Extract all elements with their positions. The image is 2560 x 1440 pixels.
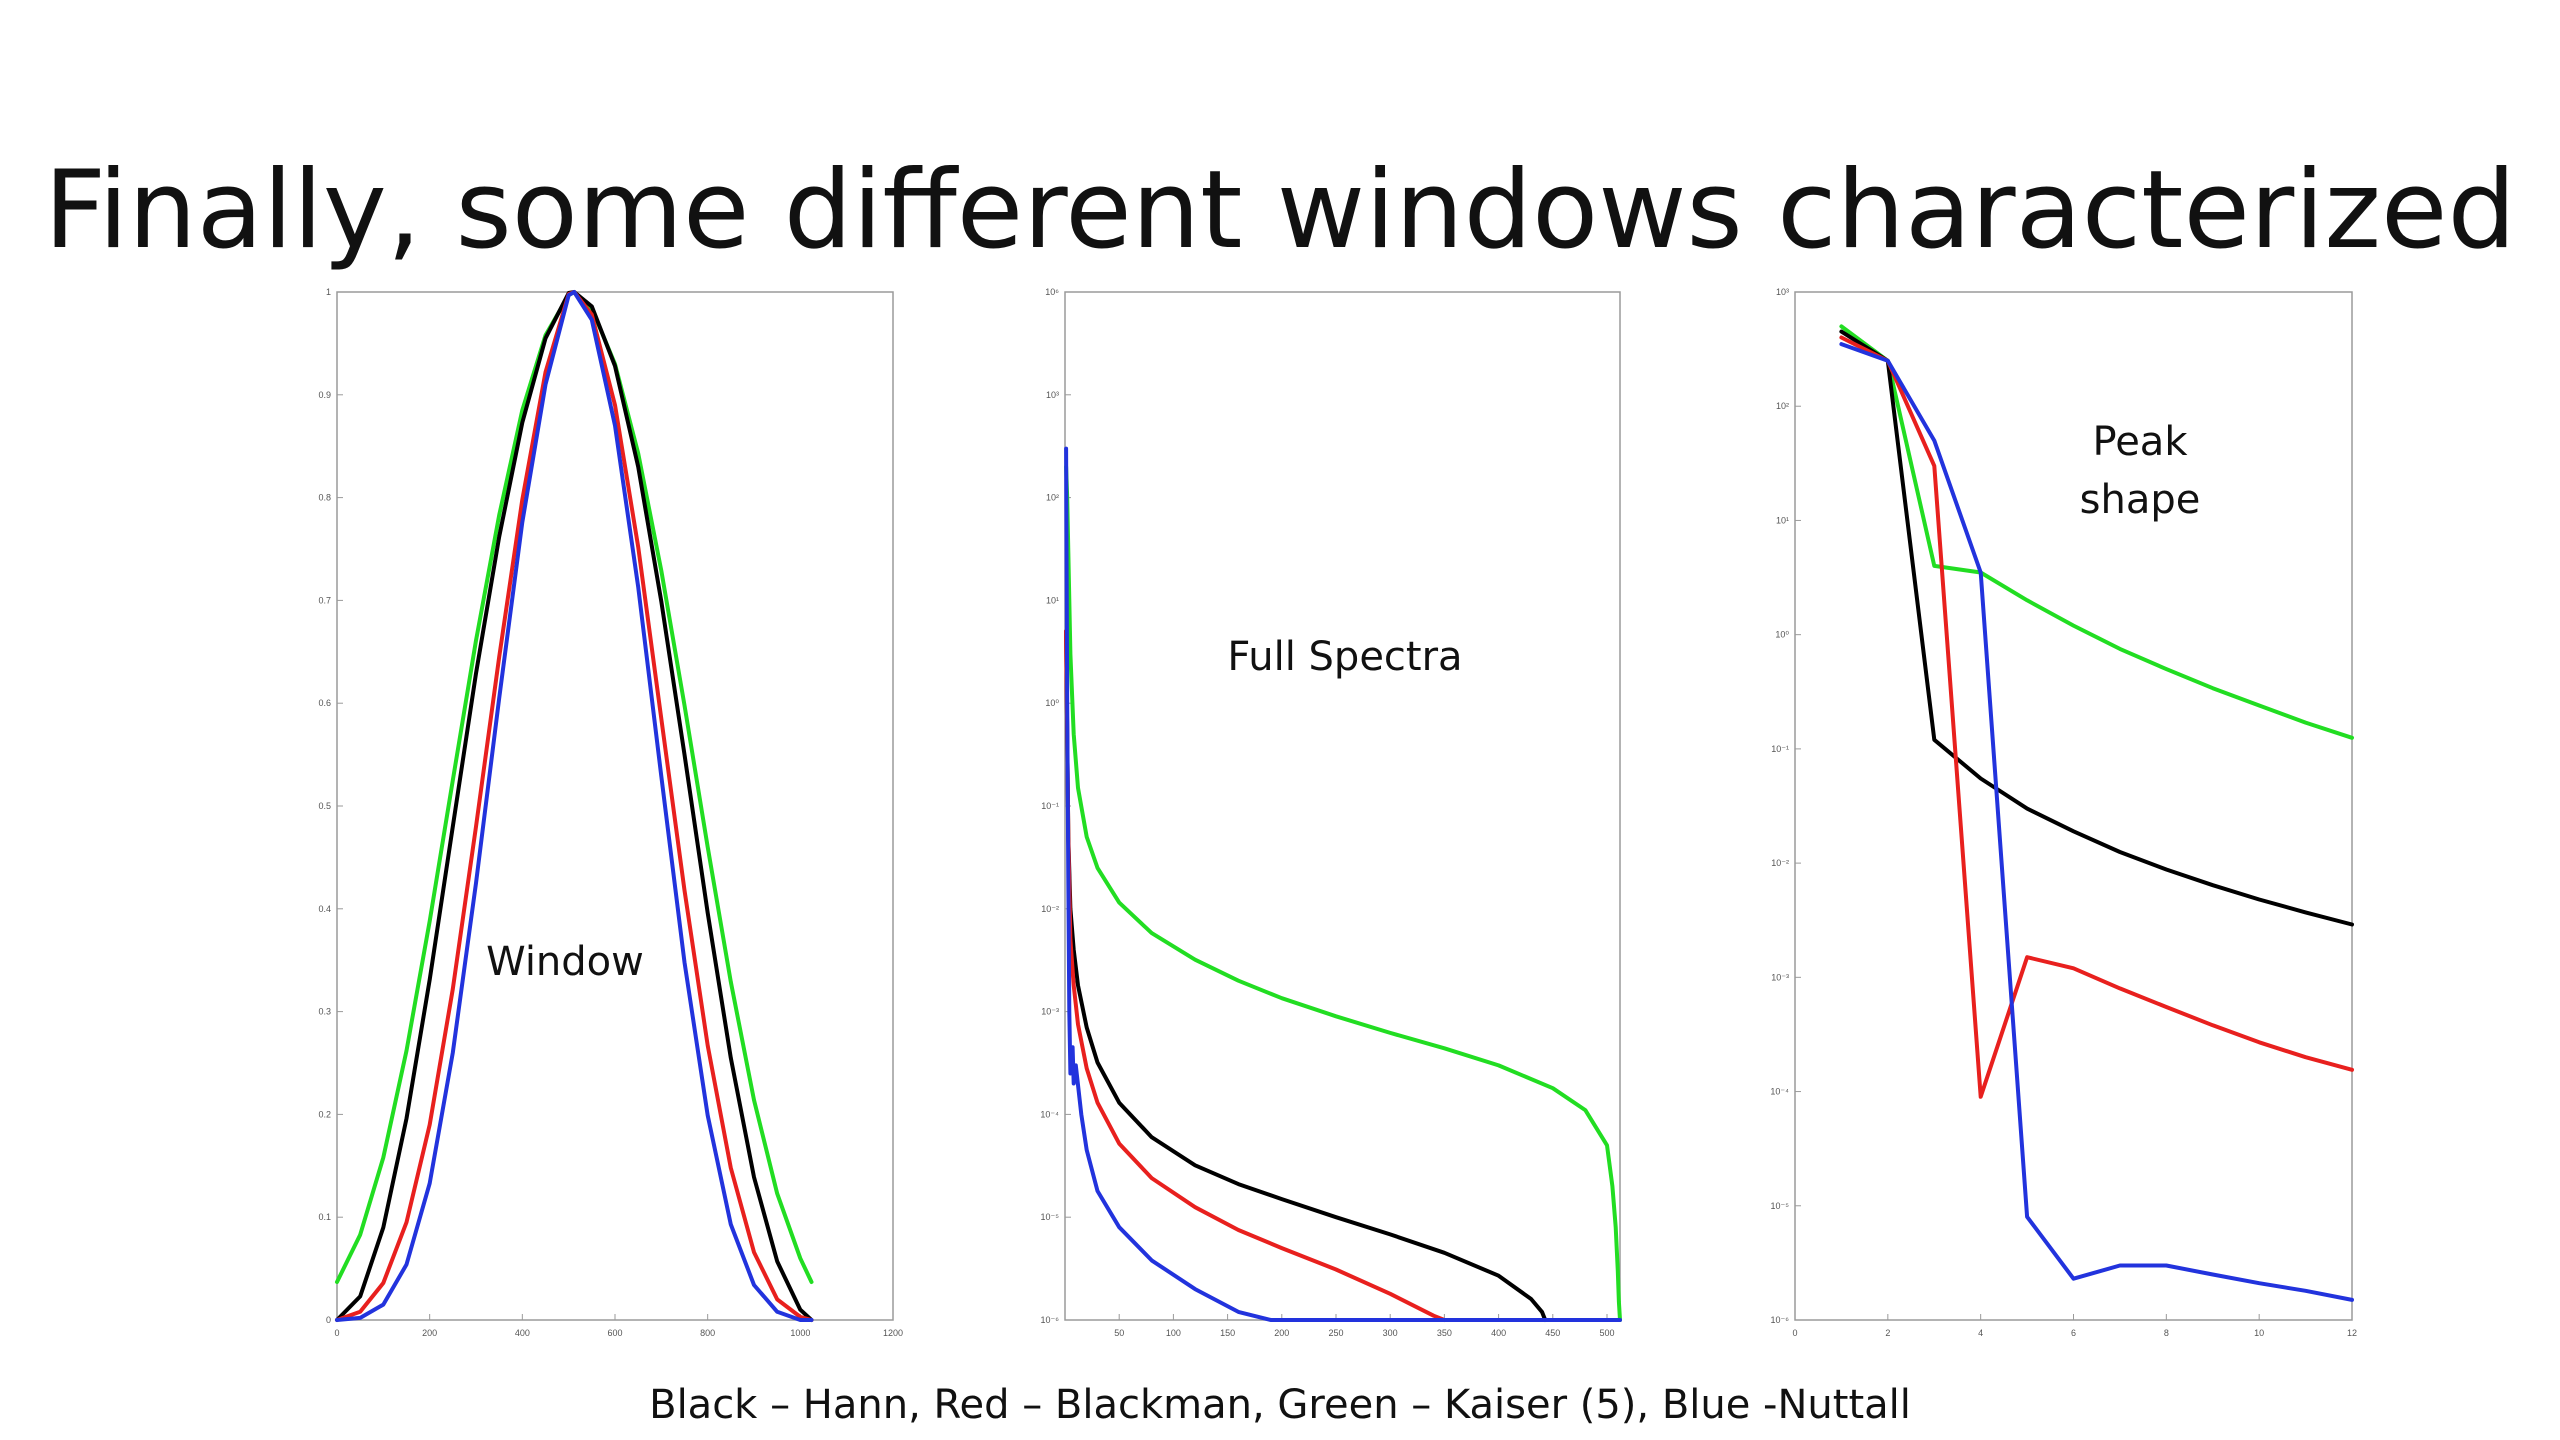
- x-tick-label: 400: [515, 1328, 530, 1338]
- axes-frame: [1794, 291, 2353, 1321]
- axes-frame: [1064, 291, 1621, 1321]
- slide-title: Finally, some different windows characte…: [43, 148, 2517, 273]
- y-tick-label: 10²: [1776, 401, 1789, 411]
- y-tick-label: 10⁻⁵: [1041, 1212, 1060, 1222]
- series-line-blackman: [1064, 629, 1447, 1322]
- y-tick-label: 0: [326, 1315, 331, 1325]
- full-spectra-chart: 50 100 150 200 250 300 350 400 450 500 10⁶ 10³ 10² 10…: [1040, 287, 1622, 1338]
- series-line-kaiser: [1064, 464, 1622, 1322]
- y-tick-label: 10⁻⁵: [1771, 1201, 1790, 1211]
- series-line-blackman: [1839, 335, 2354, 1099]
- y-tick-label: 0.3: [318, 1007, 331, 1017]
- y-tick-label: 10⁻¹: [1041, 801, 1059, 811]
- x-tick-label: 0: [1792, 1328, 1797, 1338]
- series-line-blackman: [335, 290, 814, 1322]
- series-line-hann: [1064, 629, 1548, 1322]
- y-tick-label: 10³: [1776, 287, 1789, 297]
- x-tick-label: 4: [1978, 1328, 1983, 1338]
- y-tick-label: 0.6: [318, 698, 331, 708]
- y-tick-label: 0.1: [318, 1212, 331, 1222]
- y-tick-label: 0.7: [318, 595, 331, 605]
- x-tick-label: 200: [422, 1328, 437, 1338]
- x-tick-label: 0: [334, 1328, 339, 1338]
- series-line-hann: [335, 290, 814, 1322]
- series-line-nuttall: [1839, 342, 2354, 1302]
- y-tick-label: 10⁻²: [1041, 904, 1059, 914]
- x-tick-label: 400: [1491, 1328, 1506, 1338]
- x-tick-label: 8: [2164, 1328, 2169, 1338]
- y-tick-label: 0.4: [318, 904, 331, 914]
- chart-annotation: Full Spectra: [1227, 634, 1462, 680]
- y-tick-label: 10¹: [1046, 595, 1059, 605]
- window-shape-chart: 0 200 400 600 800 1000 1200 0 0.1 0.2 0.3 0.4 0.5 0.6…: [318, 287, 903, 1338]
- y-tick-label: 0.9: [318, 390, 331, 400]
- peak-shape-chart: 0 2 4 6 8 10 12 10³ 10² 10¹ 10⁰ 10⁻¹ 10⁻² 10⁻³ 10⁻⁴ 10⁻…: [1770, 287, 2357, 1338]
- chart-annotation: Window: [486, 939, 644, 985]
- x-tick-label: 600: [607, 1328, 622, 1338]
- x-tick-label: 1200: [883, 1328, 903, 1338]
- y-tick-label: 10³: [1046, 390, 1059, 400]
- y-tick-label: 10⁻²: [1771, 858, 1789, 868]
- x-tick-label: 800: [700, 1328, 715, 1338]
- series-line-kaiser: [1839, 324, 2354, 740]
- y-tick-label: 10⁻³: [1771, 972, 1789, 982]
- x-tick-label: 6: [2071, 1328, 2076, 1338]
- x-tick-label: 10: [2254, 1328, 2264, 1338]
- legend-caption: Black – Hann, Red – Blackman, Green – Ka…: [649, 1382, 1911, 1428]
- x-tick-label: 500: [1599, 1328, 1614, 1338]
- series-line-hann: [1839, 329, 2354, 927]
- x-tick-label: 300: [1383, 1328, 1398, 1338]
- y-tick-label: 10⁰: [1045, 698, 1059, 708]
- y-tick-label: 0.8: [318, 493, 331, 503]
- y-tick-label: 10⁻³: [1041, 1007, 1059, 1017]
- y-tick-label: 10¹: [1776, 515, 1789, 525]
- y-tick-label: 10⁻⁴: [1770, 1087, 1789, 1097]
- y-tick-label: 10⁻⁶: [1771, 1315, 1790, 1325]
- y-tick-label: 10⁰: [1775, 630, 1789, 640]
- y-tick-label: 10⁻⁴: [1040, 1109, 1059, 1119]
- x-tick-label: 1000: [790, 1328, 810, 1338]
- y-tick-label: 10⁶: [1045, 287, 1059, 297]
- y-tick-label: 10⁻⁶: [1041, 1315, 1060, 1325]
- series-line-kaiser: [335, 290, 814, 1284]
- y-tick-label: 10⁻¹: [1771, 744, 1789, 754]
- x-tick-label: 350: [1437, 1328, 1452, 1338]
- series-line-nuttall: [335, 290, 814, 1322]
- x-tick-label: 150: [1220, 1328, 1235, 1338]
- x-tick-label: 50: [1114, 1328, 1124, 1338]
- x-tick-label: 200: [1274, 1328, 1289, 1338]
- x-tick-label: 12: [2347, 1328, 2357, 1338]
- x-tick-label: 2: [1885, 1328, 1890, 1338]
- y-tick-label: 0.2: [318, 1109, 331, 1119]
- chart-annotation: Peak shape: [2080, 419, 2201, 523]
- x-tick-label: 250: [1328, 1328, 1343, 1338]
- x-tick-label: 100: [1166, 1328, 1181, 1338]
- series-line-nuttall: [1064, 446, 1622, 1322]
- y-tick-label: 10²: [1046, 493, 1059, 503]
- y-tick-label: 0.5: [318, 801, 331, 811]
- y-tick-label: 1: [326, 287, 331, 297]
- x-tick-label: 450: [1545, 1328, 1560, 1338]
